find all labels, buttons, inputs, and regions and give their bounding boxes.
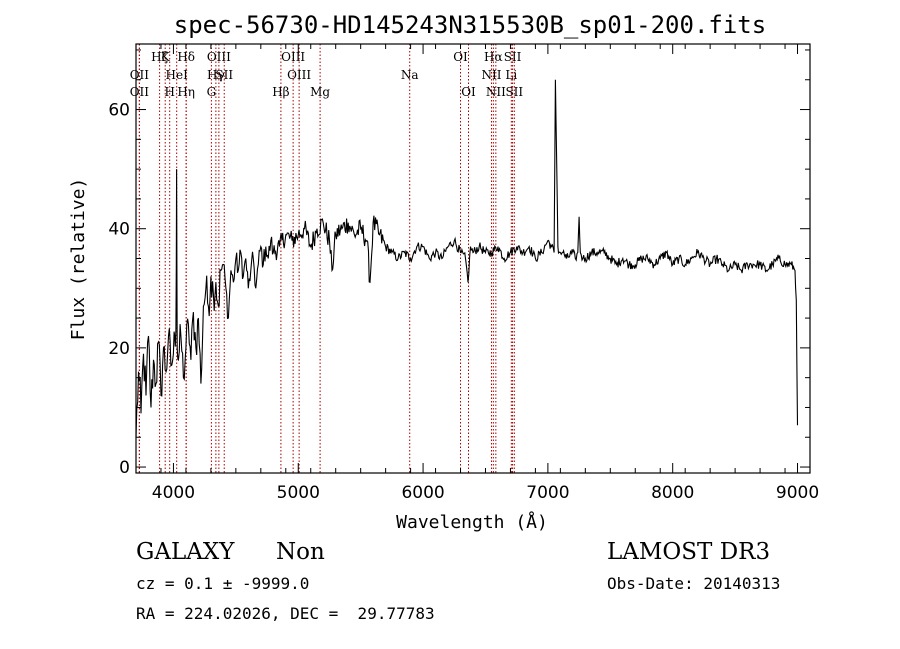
line-marker-label: OIII	[287, 68, 311, 82]
line-marker-label: K	[161, 50, 171, 64]
y-tick-label: 40	[108, 220, 130, 240]
x-tick-label: 7000	[526, 483, 569, 503]
object-subclass: Non	[276, 539, 325, 565]
line-marker-label: Hζ	[151, 50, 168, 64]
line-marker-label: HeI	[166, 68, 189, 82]
line-marker-labels: OIIOIIHζKHHeIHδHηHγGOIIISIIHβOIIIOIIIMgN…	[130, 50, 524, 99]
y-tick-label: 0	[119, 458, 130, 478]
survey-name: LAMOST DR3	[607, 539, 771, 565]
ra-dec-text: RA = 224.02026, DEC = 29.77783	[136, 604, 435, 623]
line-marker-label: SII	[215, 68, 233, 82]
line-marker-label: OI	[453, 50, 468, 64]
line-marker-label: Hδ	[177, 50, 195, 64]
obs-date: Obs-Date: 20140313	[607, 574, 781, 593]
line-marker-label: Hγ	[207, 68, 225, 82]
y-axis-label: Flux (relative)	[68, 178, 89, 341]
line-marker-label: Li	[505, 68, 517, 82]
line-marker-label: OII	[130, 68, 150, 82]
x-tick-label: 8000	[651, 483, 694, 503]
chart-title: spec-56730-HD145243N315530B_sp01-200.fit…	[174, 11, 766, 39]
line-marker-label: OII	[130, 85, 150, 99]
line-marker-label: H	[164, 85, 174, 99]
x-axis-label: Wavelength (Å)	[396, 511, 548, 533]
line-marker-label: SII	[505, 85, 523, 99]
line-marker-label: OIII	[281, 50, 305, 64]
line-marker-label: Hη	[177, 85, 195, 99]
line-markers	[138, 44, 515, 473]
line-marker-label: NII	[486, 85, 506, 99]
line-marker-label: OI	[461, 85, 476, 99]
line-marker-label: SII	[504, 50, 522, 64]
y-tick-label: 60	[108, 101, 130, 121]
object-class: GALAXY	[136, 539, 235, 565]
line-marker-label: NII	[481, 68, 501, 82]
line-marker-label: OIII	[207, 50, 231, 64]
y-axis: 0 20 40 60	[108, 49, 810, 478]
line-marker-label: Hβ	[272, 85, 289, 99]
line-marker-label: G	[207, 85, 217, 99]
x-axis: 4000 5000 6000 7000 8000 9000	[152, 44, 819, 503]
y-tick-label: 20	[108, 339, 130, 359]
x-tick-label: 5000	[277, 483, 320, 503]
line-marker-label: Mg	[310, 85, 330, 99]
spectrum-series	[135, 79, 799, 438]
line-marker-label: Na	[401, 68, 419, 82]
x-tick-label: 6000	[401, 483, 444, 503]
spectrum-line	[135, 79, 799, 438]
x-tick-label: 4000	[152, 483, 195, 503]
redshift-text: cz = 0.1 ± -9999.0	[136, 574, 310, 593]
x-tick-label: 9000	[776, 483, 819, 503]
line-marker-label: Hα	[484, 50, 503, 64]
